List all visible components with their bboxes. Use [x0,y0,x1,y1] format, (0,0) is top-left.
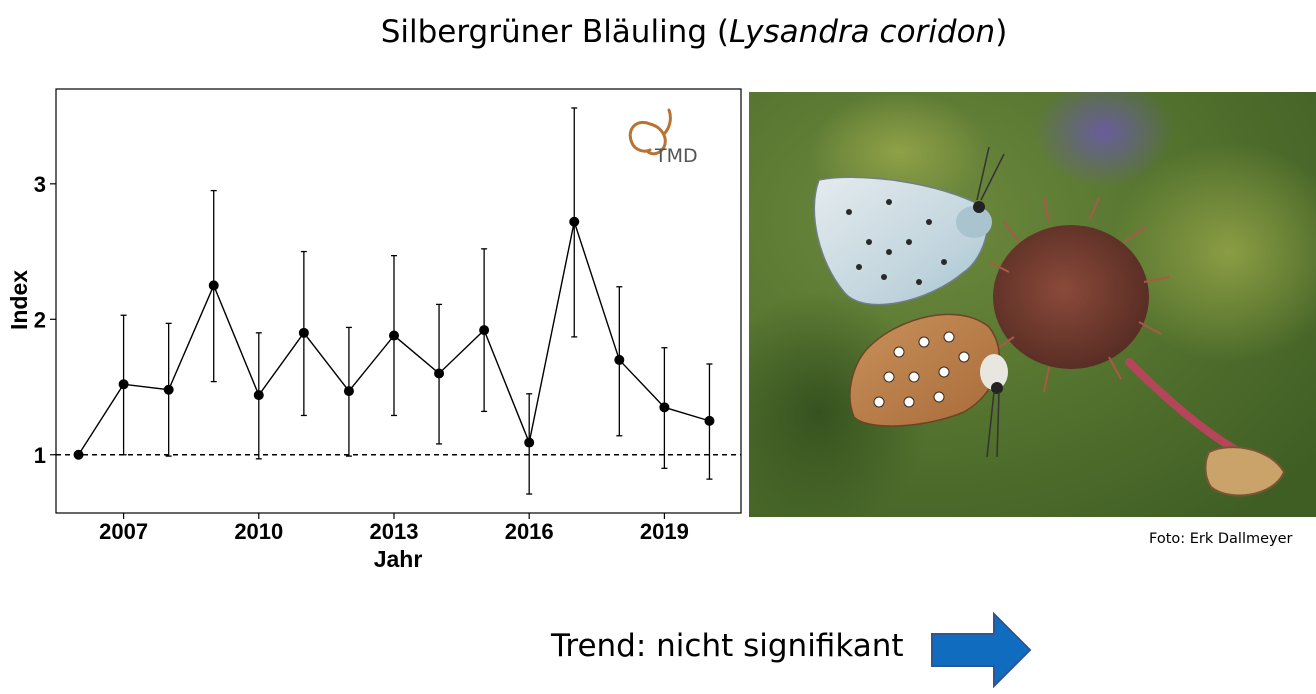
data-point [524,437,535,448]
data-point [343,386,354,397]
title-close: ) [995,14,1008,50]
x-tick-label: 2013 [370,519,419,544]
data-point [434,368,445,379]
data-point [298,327,309,338]
x-axis: 2007 2010 2013 2016 2019 [99,513,689,544]
title-main: Silbergrüner Bläuling ( [380,14,729,50]
butterfly-photo [749,92,1316,517]
data-point [659,402,670,413]
data-point [569,216,580,227]
error-bars [120,107,713,495]
plot-frame [55,88,742,514]
trend-label: Trend: nicht signifikant [551,628,904,664]
data-point [253,390,264,401]
y-tick-label: 2 [34,307,46,332]
data-point [73,449,84,460]
data-point [388,330,399,341]
x-tick-label: 2007 [99,519,148,544]
x-tick-label: 2019 [640,519,689,544]
butterfly-photo-image [749,92,1316,517]
tmd-logo: TMD [628,108,698,167]
butterfly-logo-icon [628,108,672,156]
data-point [163,384,174,395]
trend-arrow-icon [931,612,1032,688]
title-latin-name: Lysandra coridon [728,14,996,50]
x-tick-label: 2010 [234,519,283,544]
page-title: Silbergrüner Bläuling (Lysandra coridon) [0,14,1316,50]
data-point [479,325,490,336]
y-axis: 1 2 3 [34,172,56,468]
logo-text: TMD [654,145,698,167]
data-points [73,216,715,460]
data-point [208,280,219,291]
data-point [118,379,129,390]
y-axis-label: Index [6,270,32,330]
data-point [614,354,625,365]
index-chart: 1 2 3 2007 2010 2013 2016 2019 Jahr Index TMD [6,88,742,572]
x-tick-label: 2016 [505,519,554,544]
photo-credit: Foto: Erk Dallmeyer [1149,531,1293,547]
data-point [704,415,715,426]
x-axis-label: Jahr [374,546,423,572]
y-tick-label: 3 [34,172,46,197]
y-tick-label: 1 [34,443,46,468]
